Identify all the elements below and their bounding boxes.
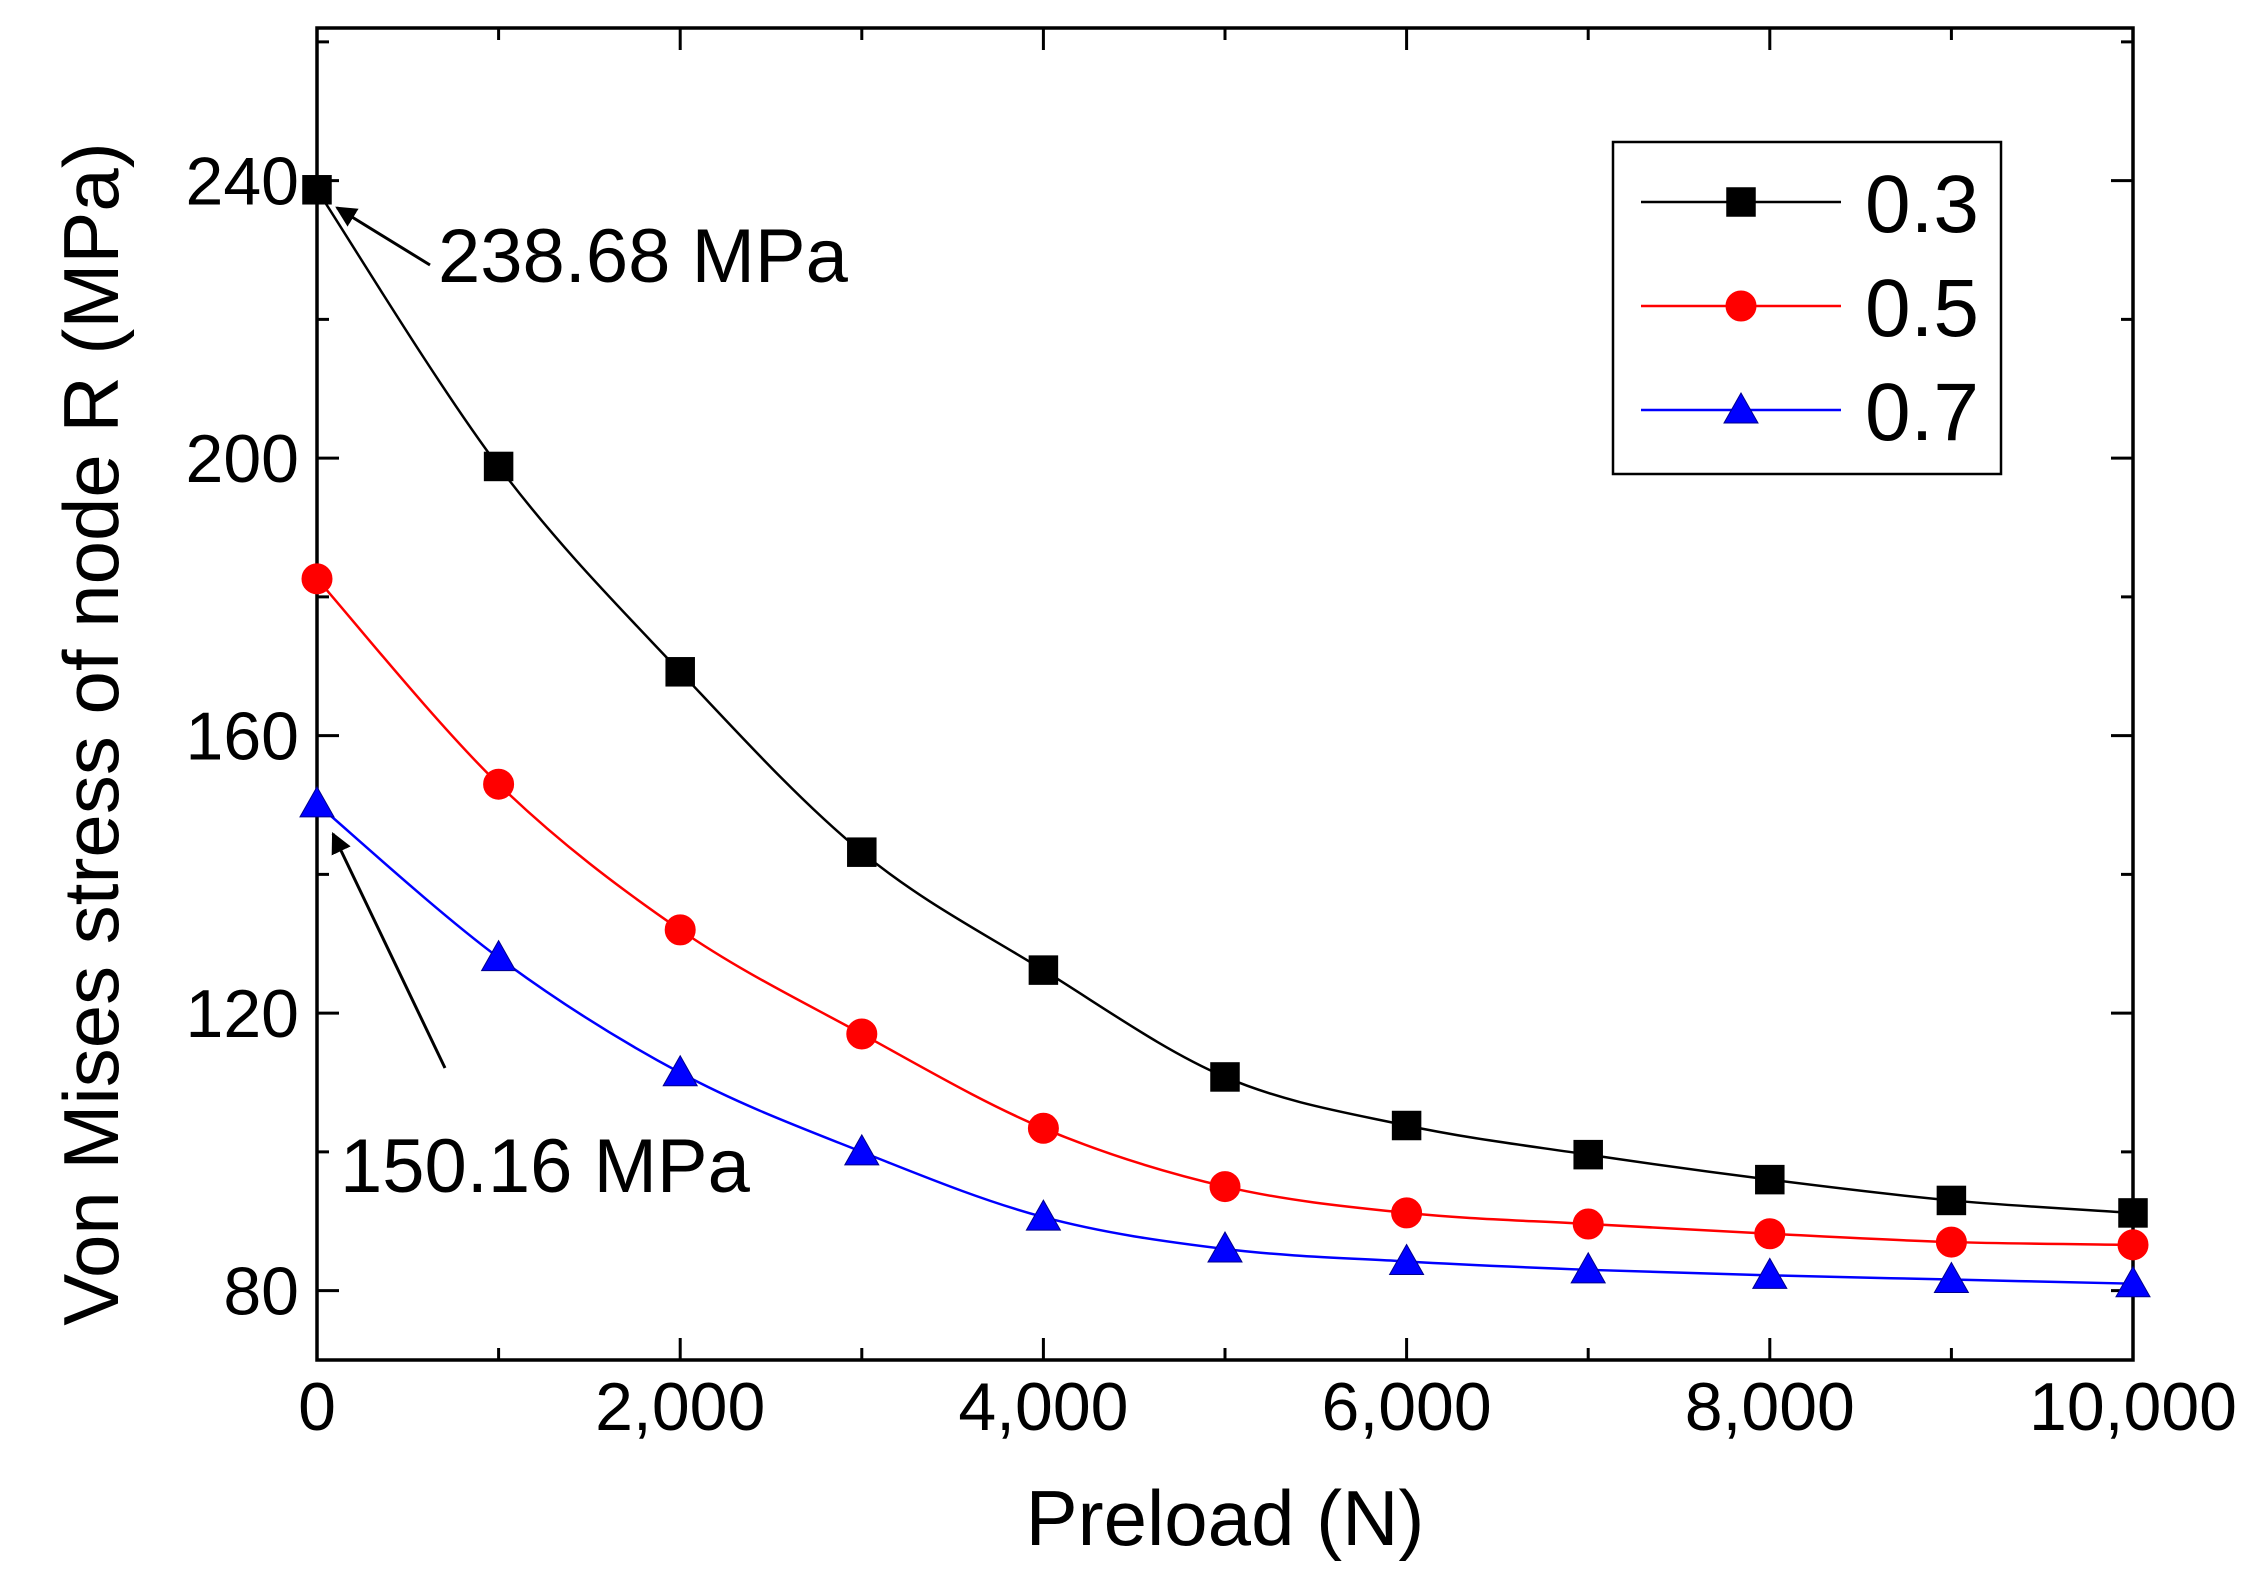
data-point-0.3 <box>302 175 332 205</box>
legend-label: 0.5 <box>1865 263 1979 354</box>
data-point-0.7 <box>1388 1243 1425 1275</box>
y-tick-label: 80 <box>223 1254 299 1330</box>
x-tick-label: 6,000 <box>1322 1369 1492 1445</box>
data-point-0.7 <box>843 1133 880 1166</box>
data-point-0.3 <box>1028 955 1059 985</box>
data-point-0.3 <box>483 451 514 482</box>
legend: 0.3 0.5 0.7 <box>1611 140 2003 476</box>
x-tick-label: 10,000 <box>2029 1369 2237 1445</box>
y-tick-label: 160 <box>186 699 299 775</box>
series-0.5 <box>301 563 2149 1261</box>
data-point-0.5 <box>1572 1208 1604 1240</box>
legend-item-0.7: 0.7 <box>1641 367 1979 458</box>
legend-marker <box>1725 290 1757 322</box>
annotation-layer: 238.68 MPa 150.16 MPa <box>331 206 849 1209</box>
data-point-0.5 <box>1209 1171 1241 1203</box>
series-line-0.3 <box>315 189 2134 1215</box>
data-point-0.5 <box>664 914 696 946</box>
y-tick-label: 200 <box>186 421 299 497</box>
data-point-0.7 <box>2115 1265 2151 1298</box>
x-axis-title: Preload (N) <box>1026 1474 1425 1562</box>
data-point-0.3 <box>1573 1139 1603 1170</box>
x-tick-label: 4,000 <box>958 1369 1128 1445</box>
series-line-0.7 <box>316 802 2134 1285</box>
legend-marker <box>1723 391 1759 424</box>
data-point-0.7 <box>1025 1199 1062 1231</box>
data-point-0.7 <box>1570 1251 1607 1284</box>
series-layer <box>299 175 2151 1298</box>
data-point-0.7 <box>662 1054 699 1087</box>
data-point-0.3 <box>847 837 877 867</box>
series-line-0.5 <box>316 578 2134 1247</box>
data-point-0.3 <box>1210 1062 1240 1092</box>
data-point-0.7 <box>1933 1261 1970 1294</box>
legend-marker <box>1726 187 1756 217</box>
data-point-0.3 <box>665 657 695 687</box>
legend-label: 0.3 <box>1865 159 1979 250</box>
data-point-0.5 <box>1391 1197 1423 1229</box>
x-tick-label: 8,000 <box>1685 1369 1855 1445</box>
y-tick-label: 120 <box>186 976 299 1052</box>
data-point-0.5 <box>2117 1229 2149 1261</box>
annotation-label: 150.16 MPa <box>340 1124 751 1209</box>
data-point-0.5 <box>301 563 333 595</box>
annotation-arrow <box>331 831 447 1069</box>
series-0.7 <box>299 785 2151 1298</box>
legend-label: 0.7 <box>1865 367 1979 458</box>
series-0.3 <box>302 175 2148 1228</box>
annotation-label: 238.68 MPa <box>438 214 849 299</box>
x-tick-label: 2,000 <box>595 1369 765 1445</box>
data-point-0.5 <box>483 768 515 800</box>
data-point-0.3 <box>1391 1110 1422 1141</box>
legend-item-0.3: 0.3 <box>1641 159 1979 250</box>
data-point-0.5 <box>1935 1226 1967 1258</box>
axes: 0 2,000 4,000 6,000 8,000 10,000 80 120 160 200 24… <box>186 28 2237 1445</box>
y-axis-title: Von Mises stress of node R (MPa) <box>47 142 135 1325</box>
data-point-0.3 <box>2118 1198 2148 1228</box>
data-point-0.7 <box>480 939 517 972</box>
legend-item-0.5: 0.5 <box>1641 263 1979 354</box>
x-tick-label: 0 <box>298 1369 336 1445</box>
annotation-arrow <box>335 206 431 267</box>
data-point-0.3 <box>1755 1164 1785 1195</box>
data-point-0.5 <box>846 1018 878 1050</box>
data-point-0.7 <box>299 785 335 818</box>
data-point-0.7 <box>1207 1230 1243 1263</box>
data-point-0.5 <box>1754 1218 1786 1250</box>
data-point-0.7 <box>1751 1257 1788 1289</box>
data-point-0.3 <box>1936 1185 1967 1216</box>
legend-box <box>1611 140 2003 476</box>
data-point-0.5 <box>1027 1112 1059 1144</box>
y-tick-label: 240 <box>186 144 299 220</box>
